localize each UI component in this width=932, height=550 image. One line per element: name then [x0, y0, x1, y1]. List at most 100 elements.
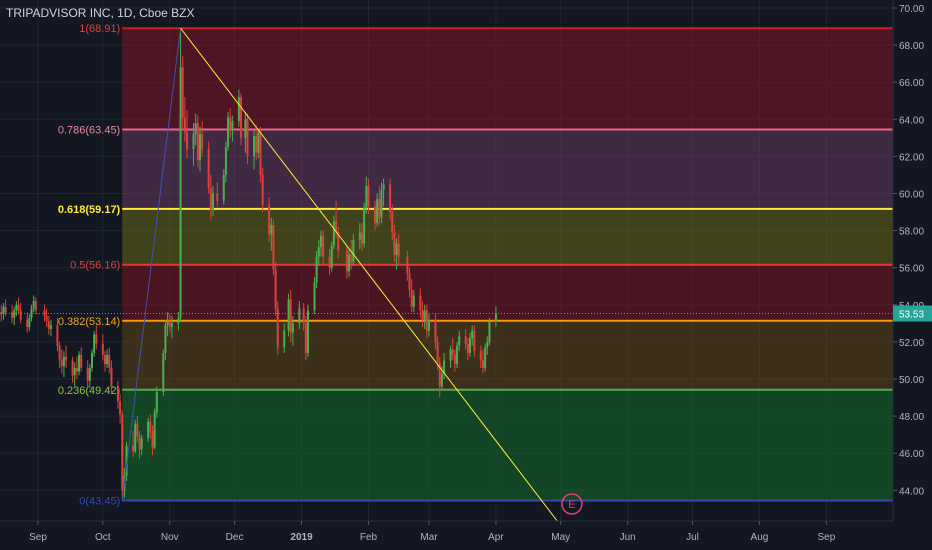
price-tick-label: 66.00 — [899, 78, 924, 89]
fib-zones — [122, 28, 894, 501]
time-axis[interactable]: Sep Oct Nov Dec 2019 Feb Mar Apr May Jun Jul Aug Sep — [0, 520, 932, 550]
candle-body — [136, 423, 139, 437]
candle — [380, 182, 383, 224]
candle-body — [298, 308, 301, 324]
candle-body — [181, 67, 184, 118]
candle-body — [17, 304, 20, 311]
candle — [151, 425, 154, 456]
candle-body — [382, 184, 385, 190]
fib-levels: 1(68.91) 0.786(63.45) 0.618(59.17) 0.5(56.1… — [58, 23, 893, 508]
candle-body — [211, 193, 214, 211]
candle — [479, 345, 482, 368]
candle — [2, 302, 5, 320]
candle — [47, 315, 50, 335]
candle — [86, 360, 89, 387]
candle-body — [28, 317, 31, 328]
candle — [224, 141, 227, 183]
candle-body — [147, 421, 150, 439]
candle — [140, 434, 143, 456]
candle-body — [438, 362, 441, 387]
candle — [274, 262, 277, 316]
candle-body — [335, 221, 338, 233]
candle — [469, 332, 471, 357]
candle — [65, 345, 68, 368]
candle-body — [412, 295, 415, 307]
candle-body — [199, 134, 201, 161]
candle — [58, 341, 61, 368]
candle-body — [283, 330, 286, 348]
candle — [419, 288, 422, 318]
candle-body — [315, 256, 318, 283]
candle — [192, 123, 195, 166]
candle-body — [227, 117, 230, 148]
candle-body — [304, 323, 307, 354]
fib-zone — [122, 208, 894, 265]
candle — [332, 215, 335, 250]
candle-body — [149, 421, 152, 431]
candle-body — [395, 243, 398, 255]
candle — [149, 414, 152, 439]
candle-body — [419, 295, 422, 311]
candle — [229, 108, 232, 138]
candle-body — [201, 134, 204, 149]
candle — [4, 299, 7, 316]
chart-title: TRIPADVISOR INC, 1D, Cboe BZX — [6, 6, 195, 20]
candle — [389, 178, 392, 220]
candle-body — [397, 243, 400, 257]
candle-body — [313, 282, 316, 311]
candle — [473, 325, 476, 357]
candle-body — [240, 97, 243, 138]
candle — [106, 349, 109, 368]
candle — [186, 110, 189, 159]
candle-body — [162, 353, 165, 392]
candle-body — [473, 330, 476, 352]
time-tick-label: Mar — [420, 532, 438, 543]
candle-body — [423, 310, 426, 320]
time-tick-label: Sep — [29, 532, 47, 543]
candle-body — [166, 321, 169, 326]
trend-line — [180, 27, 562, 526]
candle — [272, 219, 275, 276]
candle — [365, 176, 368, 214]
candle — [458, 330, 461, 352]
candle — [376, 193, 379, 227]
price-tick-label: 56.00 — [899, 264, 924, 275]
candle-body — [88, 367, 91, 381]
candle — [147, 417, 150, 443]
candle-body — [45, 315, 48, 322]
candle — [15, 301, 18, 316]
earnings-marker-label: E — [568, 499, 575, 511]
candle — [119, 393, 122, 424]
candle-body — [365, 186, 368, 209]
candle — [406, 251, 409, 281]
candle-body — [393, 232, 396, 255]
candle-body — [244, 119, 247, 138]
time-tick-label: May — [551, 532, 570, 543]
candle-body — [108, 354, 111, 368]
candle — [222, 169, 225, 205]
candle — [352, 234, 355, 266]
candle-body — [443, 360, 446, 374]
candle — [302, 302, 305, 331]
candle — [373, 200, 376, 231]
candle-body — [358, 232, 361, 240]
candle-body — [261, 174, 264, 205]
candle — [32, 295, 35, 313]
candle — [136, 416, 139, 443]
candle-body — [183, 117, 186, 133]
candle — [253, 130, 255, 170]
candle — [298, 301, 301, 329]
price-tick-label: 64.00 — [899, 115, 924, 126]
candle — [378, 186, 381, 226]
candle-body — [207, 148, 210, 188]
candle-body — [222, 174, 225, 201]
candle — [153, 408, 156, 450]
candle-body — [125, 445, 128, 476]
candle — [451, 338, 454, 361]
candle-body — [65, 356, 68, 361]
candle — [276, 301, 279, 355]
candle-body — [11, 312, 14, 318]
price-axis[interactable]: 44.0046.0048.0050.0052.0054.0056.0058.00… — [892, 0, 932, 550]
candle-body — [179, 67, 182, 318]
